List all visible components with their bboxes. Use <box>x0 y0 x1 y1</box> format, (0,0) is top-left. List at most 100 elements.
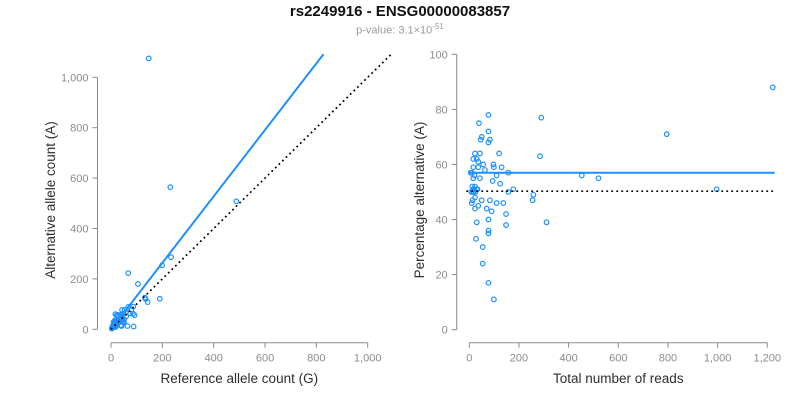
data-point <box>156 295 163 302</box>
x-tick-label: 1,200 <box>753 353 781 365</box>
percentage-reads-scatter-ylabel: Percentage alternative (A) <box>412 122 427 279</box>
data-point <box>125 270 132 277</box>
data-point <box>483 205 490 212</box>
allele-count-scatter-tick-labels: 0 200 400 600 800 1,000 0 200 400 600 800 1,000 <box>61 72 381 364</box>
data-point <box>477 150 483 157</box>
percentage-reads-scatter-tick-labels: 0 20 40 60 80 100 0 200 400 600 800 1,000 1,200 <box>429 49 781 364</box>
data-point <box>117 322 124 329</box>
data-point <box>490 164 497 171</box>
y-tick-label: 800 <box>70 123 88 135</box>
x-tick-label: 0 <box>466 353 472 365</box>
data-point <box>468 189 475 195</box>
data-point <box>477 175 483 182</box>
allele-count-scatter-ylabel: Alternative allele count (A) <box>43 121 58 279</box>
data-point <box>498 164 505 171</box>
data-point <box>135 281 141 287</box>
data-point <box>475 158 482 165</box>
y-tick-label: 20 <box>435 270 447 282</box>
data-point <box>510 186 517 193</box>
y-tick-label: 600 <box>70 173 88 185</box>
x-tick-label: 1,000 <box>354 353 382 365</box>
data-point <box>503 222 509 228</box>
data-point <box>145 55 152 62</box>
data-point <box>530 191 537 198</box>
percentage-reads-scatter: 0 20 40 60 80 100 0 200 400 600 800 1,000 1,200 Total… <box>412 49 781 386</box>
data-point <box>578 172 585 179</box>
data-point <box>485 139 492 146</box>
y-tick-label: 0 <box>82 324 88 336</box>
y-tick-label: 40 <box>435 215 447 227</box>
data-point <box>469 197 476 204</box>
data-point <box>470 164 477 171</box>
x-tick-label: 200 <box>153 353 171 365</box>
data-point <box>595 175 602 182</box>
data-point <box>478 197 485 204</box>
x-tick-label: 400 <box>205 353 223 365</box>
data-point <box>473 219 480 226</box>
data-point <box>485 279 492 286</box>
data-point <box>489 178 496 184</box>
allele-count-scatter: 0 200 400 600 800 1,000 0 200 400 600 800 1,000 Refe… <box>43 53 393 386</box>
data-point <box>485 216 492 223</box>
y-tick-label: 400 <box>70 224 88 236</box>
data-point <box>493 172 500 179</box>
data-point <box>470 175 477 182</box>
allele-count-scatter-xlabel: Reference allele count (G) <box>161 371 319 386</box>
data-point <box>490 296 497 303</box>
y-tick-label: 60 <box>435 159 447 171</box>
data-point <box>485 227 492 234</box>
data-point <box>167 184 174 191</box>
data-point <box>130 323 137 330</box>
data-point <box>118 323 125 329</box>
data-point <box>497 180 503 187</box>
data-point <box>485 230 492 237</box>
x-tick-label: 800 <box>659 353 677 365</box>
x-tick-label: 0 <box>108 353 114 365</box>
y-tick-label: 200 <box>70 274 88 286</box>
data-point <box>468 200 475 206</box>
y-tick-label: 100 <box>429 49 447 61</box>
x-tick-label: 600 <box>256 353 274 365</box>
data-point <box>503 211 509 217</box>
x-tick-label: 200 <box>510 353 528 365</box>
data-point <box>537 153 543 160</box>
data-point <box>124 323 131 329</box>
data-point <box>488 208 495 215</box>
pvalue-exponent: -51 <box>432 22 444 31</box>
data-point <box>130 310 136 317</box>
data-point <box>482 167 488 173</box>
y-tick-label: 1,000 <box>61 72 89 84</box>
page-title: rs2249916 - ENSG00000083857 <box>289 3 511 20</box>
data-point <box>663 131 670 138</box>
data-point <box>476 120 482 127</box>
y-tick-label: 80 <box>435 104 447 116</box>
allele-count-scatter-points <box>108 55 240 332</box>
data-point <box>485 111 492 118</box>
allele-count-scatter-axes <box>92 76 369 348</box>
data-point <box>487 197 493 204</box>
data-point <box>543 219 550 226</box>
data-point <box>505 189 512 195</box>
pvalue-base: 3.1×10 <box>398 24 433 37</box>
data-point <box>144 299 151 305</box>
percentage-reads-scatter-xlabel: Total number of reads <box>553 371 684 386</box>
pvalue-subtitle: p-value: 3.1×10-51 <box>0 22 800 37</box>
data-point <box>485 128 492 135</box>
data-point <box>470 156 477 162</box>
x-tick-label: 1,000 <box>704 353 732 365</box>
data-point <box>538 114 545 121</box>
data-point <box>477 136 484 143</box>
data-point <box>493 200 500 206</box>
data-point <box>110 323 117 330</box>
data-point <box>472 205 478 212</box>
identity-line <box>110 53 393 330</box>
data-point <box>479 260 486 267</box>
data-point <box>475 164 482 171</box>
percentage-reads-scatter-points <box>467 84 776 303</box>
data-point <box>475 202 482 209</box>
fitted-ratio-line <box>110 53 325 330</box>
data-point <box>168 254 174 261</box>
data-point <box>480 161 487 168</box>
data-point <box>529 197 536 204</box>
